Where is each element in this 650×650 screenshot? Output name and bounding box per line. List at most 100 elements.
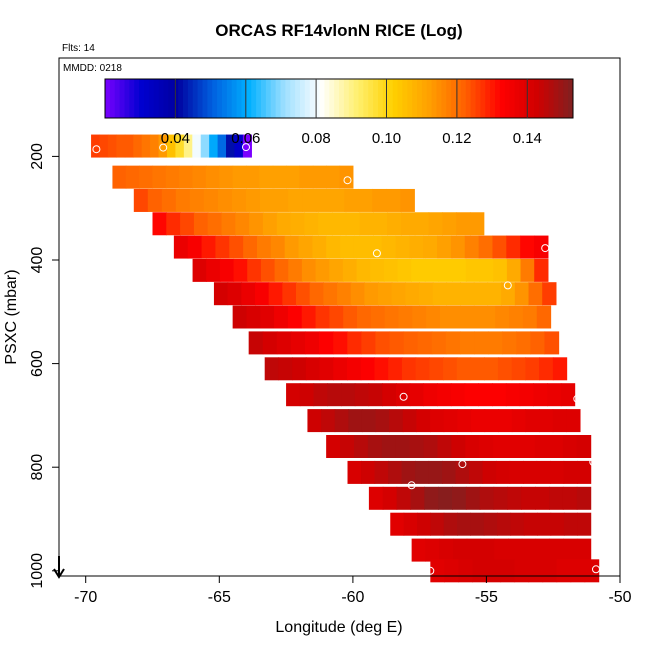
heat-cell	[416, 409, 431, 433]
colorbar-segment	[334, 79, 340, 118]
heat-cell	[411, 538, 426, 562]
heat-cell	[152, 212, 167, 236]
heat-cell	[563, 460, 578, 484]
x-tick-label: -50	[608, 589, 631, 606]
heat-cell	[397, 258, 412, 282]
heat-cell	[528, 282, 543, 306]
colorbar-segment	[226, 79, 233, 118]
heat-cell	[415, 357, 430, 381]
heat-cell	[539, 357, 554, 381]
colorbar-segment	[519, 79, 525, 118]
heat-cell	[533, 383, 548, 407]
heat-cell	[254, 282, 270, 306]
heat-cell	[409, 235, 424, 259]
heat-cell	[361, 331, 377, 355]
colorbar-segment	[412, 79, 418, 118]
heat-cell	[536, 460, 551, 484]
colorbar-segment	[358, 79, 364, 118]
colorbar-segment	[529, 79, 535, 118]
heat-cell	[405, 282, 420, 306]
heat-cell	[139, 165, 154, 189]
heat-cell	[166, 134, 177, 158]
colorbar-segment	[207, 79, 213, 118]
colorbar-segment	[382, 79, 389, 118]
flight-marker	[372, 249, 381, 258]
colorbar-segment	[290, 79, 296, 118]
colorbar-segment	[304, 79, 311, 118]
heat-cell	[192, 165, 207, 189]
heat-cell	[387, 212, 402, 236]
heat-cell	[469, 212, 485, 236]
heat-cell	[444, 559, 459, 583]
heat-cell	[464, 383, 480, 407]
heat-cell	[318, 212, 333, 236]
heat-cell	[312, 235, 327, 259]
heat-cell	[207, 212, 223, 236]
x-axis-label: Longitude (deg E)	[275, 619, 402, 636]
heat-cell	[453, 305, 469, 329]
heat-cell	[426, 305, 441, 329]
heat-cell	[282, 282, 297, 306]
heat-cell	[353, 435, 369, 458]
heat-cell	[165, 165, 180, 189]
heat-cell	[321, 409, 336, 433]
heat-cell	[437, 235, 452, 259]
heat-cell	[470, 357, 485, 381]
heat-cell	[243, 235, 258, 259]
heat-cell	[278, 357, 293, 381]
heat-cell	[552, 357, 568, 381]
heat-cell	[391, 282, 407, 306]
heat-cell	[521, 538, 537, 562]
heat-cell	[329, 305, 344, 329]
heat-cell	[437, 383, 452, 407]
heat-cell	[423, 235, 438, 259]
heat-cell	[430, 409, 445, 433]
heat-cell	[290, 212, 305, 236]
colorbar-segment	[119, 79, 126, 118]
colorbar-segment	[397, 79, 403, 118]
heat-cell	[494, 538, 509, 562]
heat-cell	[241, 282, 256, 306]
heat-cell	[173, 235, 189, 259]
heat-cell	[342, 258, 358, 282]
heat-cell	[203, 188, 219, 212]
heat-cell	[133, 188, 149, 212]
heat-cell	[474, 331, 489, 355]
colorbar-segment	[129, 79, 135, 118]
heat-cell	[439, 538, 454, 562]
heat-cell	[183, 134, 193, 158]
colorbar-segment	[543, 79, 550, 118]
heat-cell	[483, 512, 498, 536]
heat-cell	[232, 165, 247, 189]
heat-cell	[502, 331, 517, 355]
heat-cell	[323, 282, 338, 306]
heat-cell	[343, 305, 358, 329]
flight-marker	[399, 392, 408, 401]
heat-cell	[301, 305, 317, 329]
heat-cell	[443, 512, 458, 536]
heat-cell	[400, 188, 415, 212]
colorbar-segment	[105, 79, 111, 118]
heat-cell	[460, 282, 475, 306]
heat-cell	[563, 512, 578, 536]
heat-cell	[388, 357, 403, 381]
colorbar-segment	[192, 79, 199, 118]
colorbar-segment	[417, 79, 423, 118]
colorbar-tick-label: 0.04	[161, 130, 190, 147]
heat-cell	[570, 559, 586, 583]
heat-cell	[525, 409, 540, 433]
colorbar-segment	[441, 79, 447, 118]
colorbar-segment	[451, 79, 457, 118]
heat-cell	[409, 383, 425, 407]
heat-cell	[201, 235, 217, 259]
heat-cell	[514, 282, 530, 306]
heat-cell	[370, 305, 386, 329]
heat-cell	[205, 165, 220, 189]
heat-cell	[429, 357, 444, 381]
heat-cell	[99, 134, 109, 158]
colorbar-segment	[509, 79, 516, 118]
colorbar-segment	[553, 79, 559, 118]
heat-cell	[370, 258, 385, 282]
heat-cell	[161, 188, 177, 212]
heat-cell	[192, 258, 207, 282]
